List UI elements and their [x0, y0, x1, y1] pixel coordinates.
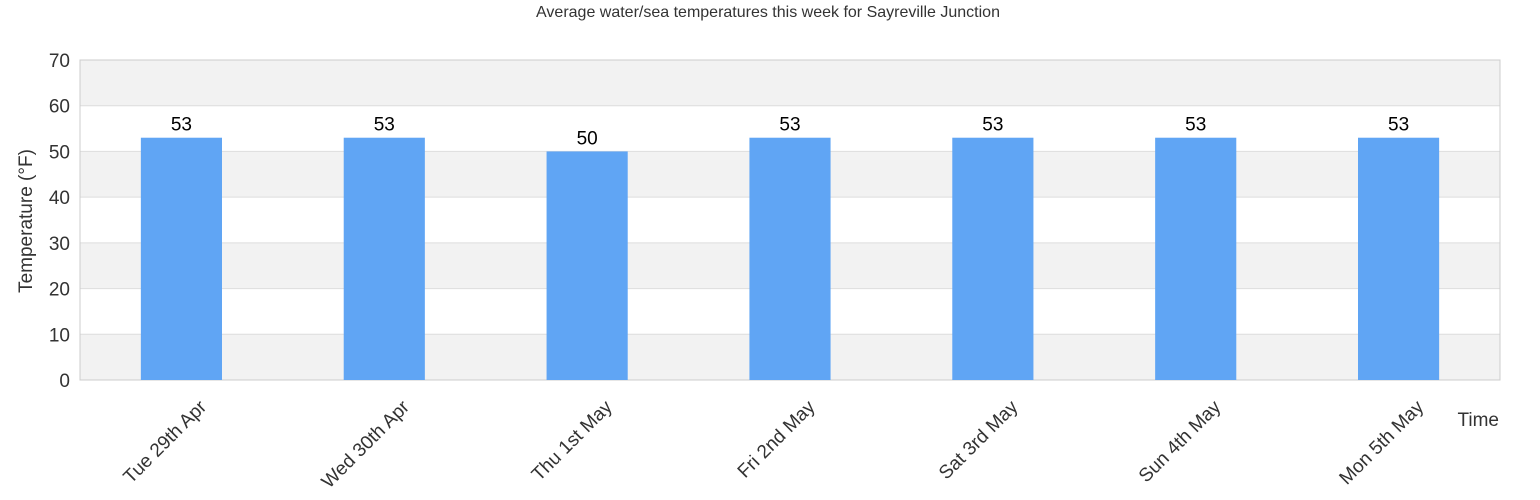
x-tick-label: Wed 30th Apr: [318, 396, 414, 492]
grid-band: [80, 60, 1500, 106]
y-axis-title: Temperature (°F): [16, 149, 37, 293]
bar: [749, 137, 831, 380]
y-tick-label: 60: [49, 97, 70, 118]
x-tick-label: Mon 5th May: [1336, 396, 1429, 489]
data-label: 53: [374, 115, 395, 136]
data-label: 53: [1185, 115, 1206, 136]
y-tick-label: 30: [49, 234, 70, 255]
x-tick-label: Tue 29th Apr: [120, 396, 212, 488]
data-label: 53: [1388, 115, 1409, 136]
data-labels: 53 53 50 53 53 53 53: [171, 115, 1409, 150]
data-label: 53: [779, 115, 800, 136]
x-tick-label: Thu 1st May: [528, 396, 617, 485]
x-axis-ticks: Tue 29th Apr Wed 30th Apr Thu 1st May Fri 2…: [120, 396, 1429, 492]
data-label: 50: [577, 128, 598, 149]
bar: [140, 137, 222, 380]
bar: [1155, 137, 1237, 380]
bars: [140, 137, 1440, 380]
data-label: 53: [171, 115, 192, 136]
x-tick-label: Sat 3rd May: [935, 396, 1023, 484]
y-tick-label: 40: [49, 188, 70, 209]
bar: [546, 151, 628, 380]
x-tick-label: Fri 2nd May: [734, 396, 820, 482]
chart-title: Average water/sea temperatures this week…: [536, 4, 1000, 21]
y-tick-label: 70: [49, 51, 70, 72]
bar: [343, 137, 425, 380]
y-axis-ticks: 0 10 20 30 40 50 60 70: [49, 51, 70, 392]
y-tick-label: 20: [49, 280, 70, 301]
y-tick-label: 50: [49, 142, 70, 163]
bar: [952, 137, 1034, 380]
data-label: 53: [982, 115, 1003, 136]
x-axis-title: Time: [1457, 410, 1499, 431]
y-tick-label: 0: [59, 371, 70, 392]
x-tick-label: Sun 4th May: [1135, 396, 1226, 487]
bar: [1358, 137, 1440, 380]
y-tick-label: 10: [49, 325, 70, 346]
